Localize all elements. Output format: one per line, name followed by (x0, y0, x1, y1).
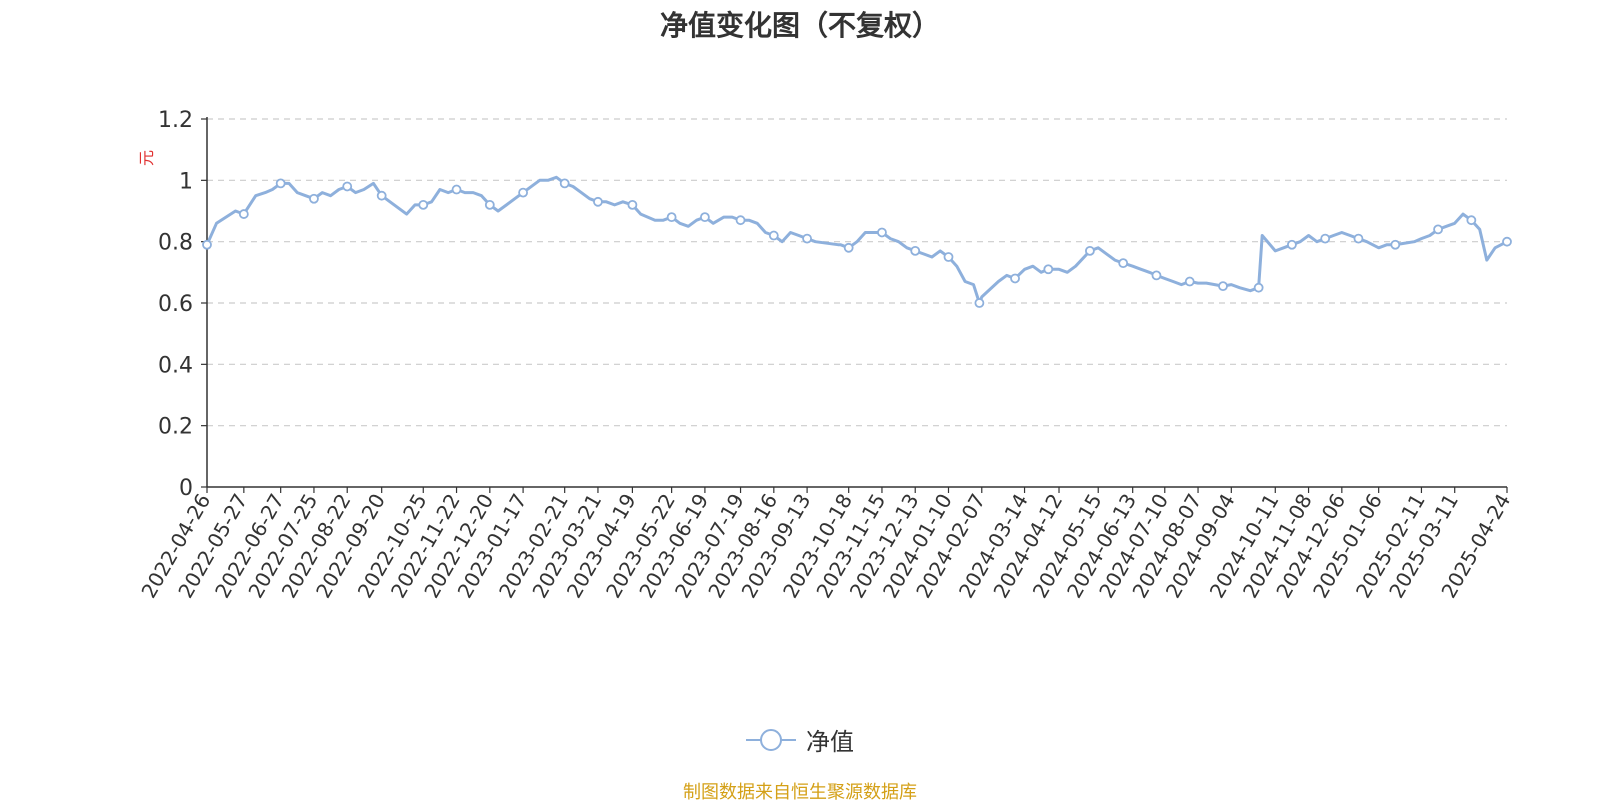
data-point[interactable] (418, 199, 429, 210)
data-point[interactable] (1353, 233, 1364, 244)
data-point[interactable] (1253, 282, 1264, 293)
series-net-value (202, 175, 1512, 308)
data-point[interactable] (910, 245, 921, 256)
data-point[interactable] (627, 199, 638, 210)
data-point[interactable] (802, 233, 812, 244)
data-point[interactable] (1118, 258, 1129, 269)
data-point[interactable] (559, 178, 570, 189)
data-point[interactable] (376, 190, 387, 201)
y-tick-label: 0.8 (158, 231, 193, 256)
data-point[interactable] (1502, 236, 1512, 247)
series-line (205, 175, 1508, 305)
data-point[interactable] (238, 209, 249, 219)
y-tick-label: 1.2 (158, 108, 193, 133)
data-point[interactable] (275, 178, 286, 189)
data-point[interactable] (309, 193, 319, 204)
data-point[interactable] (1151, 270, 1162, 281)
y-tick-label: 0.4 (158, 353, 193, 378)
data-point[interactable] (1287, 239, 1297, 250)
data-point[interactable] (666, 212, 677, 223)
data-point[interactable] (484, 199, 495, 210)
y-tick-label: 0.6 (158, 292, 193, 317)
data-point[interactable] (699, 212, 710, 223)
data-source-note: 制图数据来自恒生聚源数据库 (683, 782, 917, 803)
legend-label: 净值 (806, 728, 854, 756)
y-tick-label: 0.2 (158, 415, 193, 440)
data-point[interactable] (1184, 276, 1195, 287)
data-point[interactable] (1043, 264, 1054, 275)
data-point[interactable] (1390, 239, 1401, 250)
data-point[interactable] (518, 187, 528, 198)
data-point[interactable] (877, 227, 887, 238)
data-point[interactable] (735, 215, 746, 226)
x-tick-labels: 2022-04-262022-05-272022-06-272022-07-25… (136, 489, 1515, 602)
grid-lines (207, 118, 1507, 427)
chart-title: 净值变化图（不复权） (659, 9, 940, 42)
data-point[interactable] (1433, 224, 1443, 235)
y-tick-labels: 0 0.2 0.4 0.6 0.8 1 1.2 (158, 108, 193, 501)
legend[interactable]: 净值 (0, 722, 1600, 757)
data-point[interactable] (1320, 233, 1331, 244)
data-point[interactable] (451, 184, 462, 195)
legend-marker-icon (746, 728, 796, 752)
data-point[interactable] (1085, 245, 1095, 256)
data-point[interactable] (202, 239, 212, 250)
data-point[interactable] (1466, 215, 1477, 226)
data-point[interactable] (593, 196, 603, 207)
y-tick-label: 1 (179, 169, 193, 194)
y-tick-label: 0 (179, 476, 193, 501)
data-point[interactable] (1218, 281, 1228, 292)
data-point[interactable] (943, 252, 954, 262)
axes (201, 117, 1508, 493)
data-point[interactable] (768, 230, 779, 241)
data-point[interactable] (1010, 273, 1020, 284)
data-point[interactable] (843, 242, 854, 253)
y-axis-label: 元 (137, 150, 156, 166)
data-point[interactable] (974, 298, 985, 308)
data-point[interactable] (342, 181, 353, 192)
